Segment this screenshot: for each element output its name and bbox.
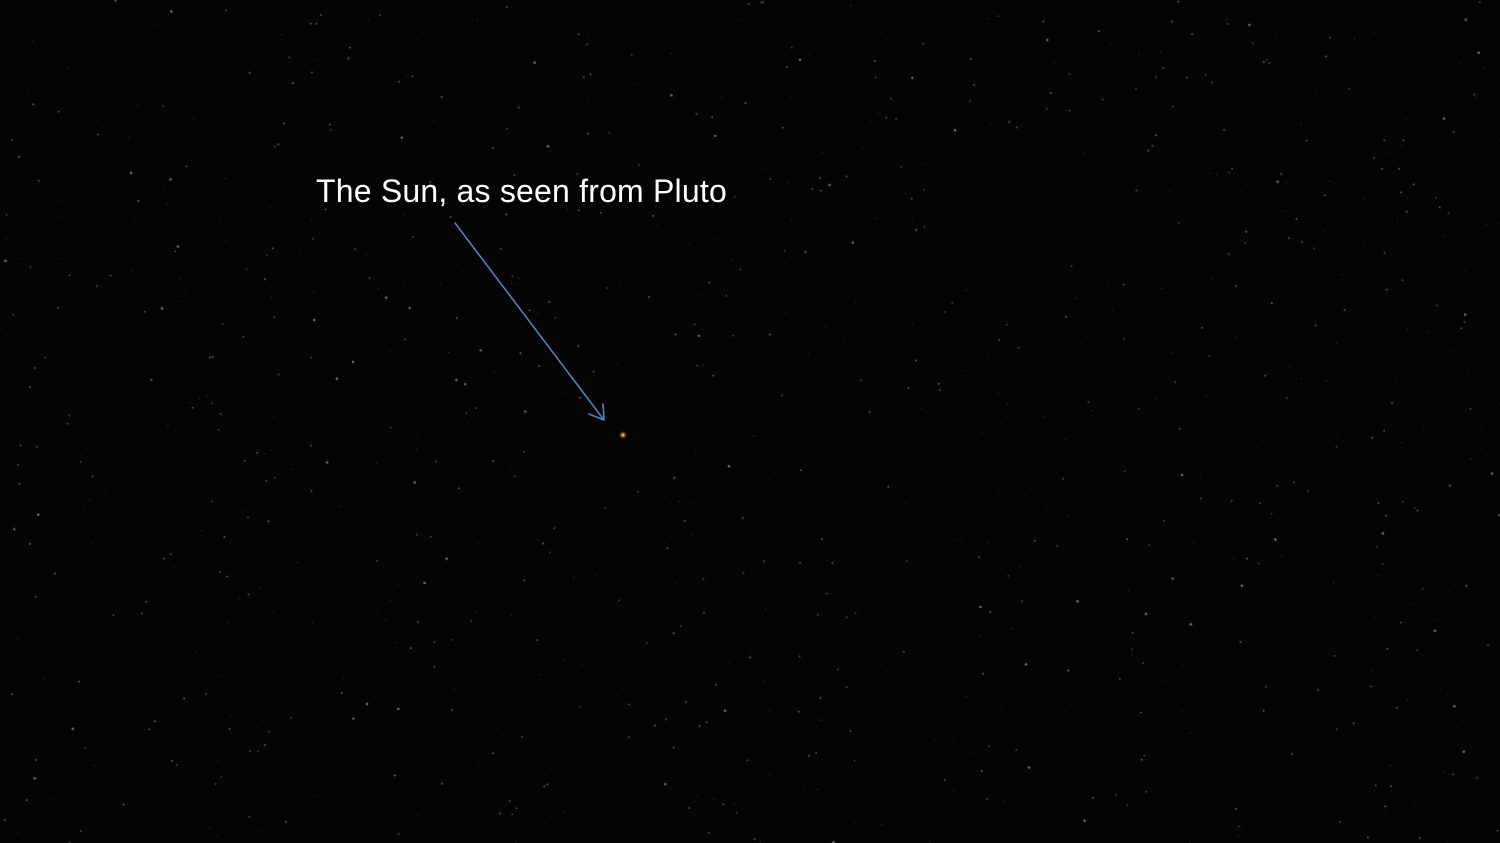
sun-caption: The Sun, as seen from Pluto [316, 173, 727, 209]
